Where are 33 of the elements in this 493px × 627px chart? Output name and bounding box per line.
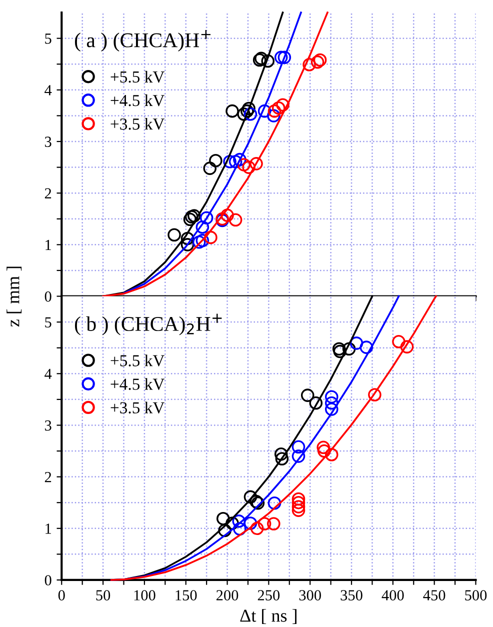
legend-label: +4.5 kV bbox=[110, 94, 165, 106]
x-tick-label: 250 bbox=[258, 590, 280, 600]
legend-label: +4.5 kV bbox=[110, 378, 165, 390]
x-tick-label: 350 bbox=[340, 590, 362, 600]
legend-label: +5.5 kV bbox=[110, 70, 165, 83]
y-tick-label: 3 bbox=[44, 136, 52, 147]
x-tick-label: 100 bbox=[134, 590, 156, 600]
x-tick-label: 450 bbox=[423, 590, 446, 600]
y-tick-label: 1 bbox=[46, 240, 51, 250]
x-tick-label: 400 bbox=[382, 590, 404, 600]
y-tick-label: 4 bbox=[44, 368, 52, 379]
y-axis-title: z [ mm ] bbox=[6, 266, 22, 327]
x-tick-label: 300 bbox=[299, 590, 321, 600]
legend-label: +3.5 kV bbox=[110, 402, 165, 414]
x-tick-label: 150 bbox=[176, 590, 197, 600]
y-tick-label: 4 bbox=[44, 85, 52, 96]
y-tick-label: 5 bbox=[45, 34, 52, 44]
text: ( b ) (CHCA)$_{2}$H$^{+}$ bbox=[74, 314, 222, 336]
y-tick-label: 3 bbox=[44, 420, 52, 431]
text: ( a ) (CHCA)H$^{+}$ bbox=[74, 30, 210, 52]
y-tick-label: 2 bbox=[44, 472, 52, 482]
x-tick-label: 0 bbox=[58, 590, 65, 600]
x-tick-label: 500 bbox=[465, 590, 487, 600]
y-tick-label: 5 bbox=[45, 317, 52, 328]
y-tick-label: 0 bbox=[44, 575, 52, 586]
legend-label: +3.5 kV bbox=[110, 118, 165, 130]
y-tick-label: 2 bbox=[44, 188, 52, 198]
x-axis-title: Δt [ ns ] bbox=[240, 609, 296, 624]
x-tick-label: 200 bbox=[216, 590, 238, 600]
x-tick-label: 50 bbox=[96, 590, 110, 600]
legend-label: +5.5 kV bbox=[110, 354, 165, 366]
y-tick-label: 1 bbox=[46, 524, 51, 534]
y-tick-label: 0 bbox=[44, 291, 52, 302]
